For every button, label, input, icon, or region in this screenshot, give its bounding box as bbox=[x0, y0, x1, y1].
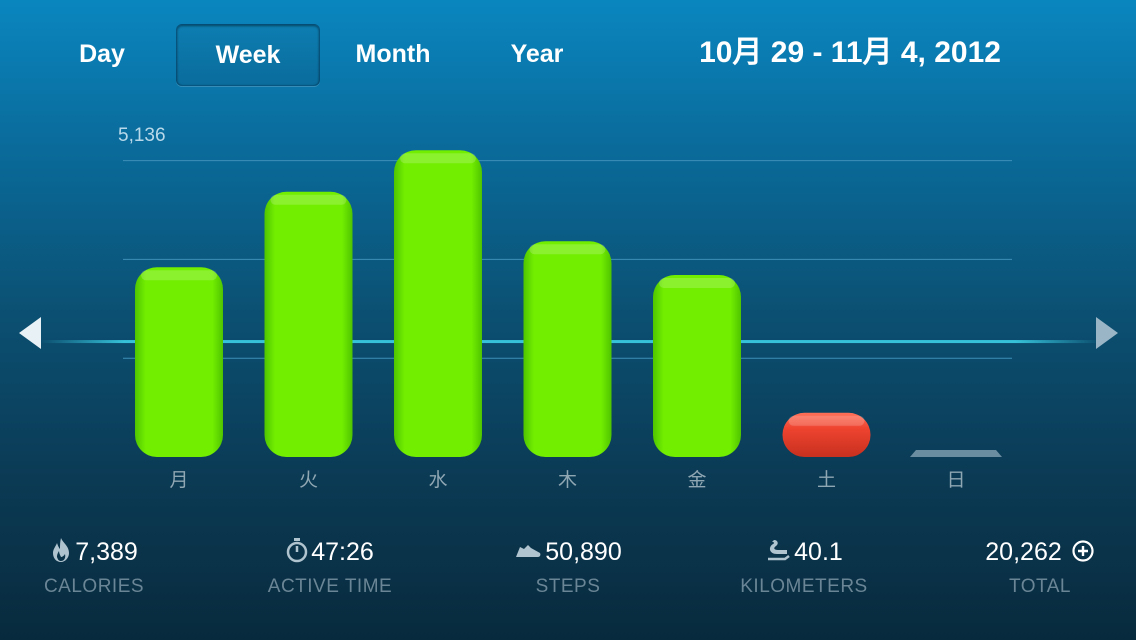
steps-label: STEPS bbox=[535, 576, 601, 597]
active-time-label: ACTIVE TIME bbox=[267, 576, 393, 597]
calories-value: 7,389 bbox=[75, 538, 138, 566]
bar-0[interactable] bbox=[135, 267, 223, 457]
bar-3[interactable] bbox=[523, 241, 612, 457]
bar-6[interactable] bbox=[910, 450, 1002, 457]
tab-day[interactable]: Day bbox=[79, 40, 125, 68]
previous-week-arrow-icon[interactable] bbox=[19, 317, 41, 349]
period-tabs: Day Week Month Year bbox=[30, 24, 630, 86]
total-value: 20,262 bbox=[985, 538, 1062, 566]
stat-steps: 50,890 STEPS bbox=[458, 534, 678, 598]
shoe-icon bbox=[516, 545, 541, 557]
weekly-steps-chart: 月 火 水 木 金 土 日 5,136 bbox=[40, 125, 1100, 491]
calories-label: CALORIES bbox=[43, 576, 145, 597]
bar-highlight-2 bbox=[400, 153, 476, 164]
active-time-value: 47:26 bbox=[311, 538, 374, 566]
bar-highlight-3 bbox=[529, 244, 606, 255]
stopwatch-icon bbox=[286, 538, 308, 563]
bar-highlight-4 bbox=[659, 278, 735, 288]
day-label-4: 金 bbox=[687, 469, 706, 491]
steps-value: 50,890 bbox=[545, 538, 622, 566]
bar-1[interactable] bbox=[264, 191, 353, 458]
day-label-1: 火 bbox=[299, 469, 318, 491]
tab-month[interactable]: Month bbox=[355, 40, 431, 68]
bar-4[interactable] bbox=[653, 275, 741, 457]
stat-kilometers: 40.1 KILOMETERS bbox=[694, 534, 914, 598]
bar-highlight-5 bbox=[788, 415, 865, 426]
stat-calories: 7,389 CALORIES bbox=[0, 534, 204, 598]
stat-total: 20,262 TOTAL bbox=[930, 534, 1136, 598]
date-range: 10月 29 - 11月 4, 2012 bbox=[699, 36, 1001, 69]
day-label-3: 木 bbox=[558, 469, 577, 491]
flame-icon bbox=[53, 538, 70, 562]
stat-active-time: 47:26 ACTIVE TIME bbox=[220, 534, 440, 598]
next-week-arrow-icon[interactable] bbox=[1096, 317, 1118, 349]
total-label: TOTAL bbox=[1009, 576, 1071, 597]
bar-highlight-1 bbox=[270, 194, 347, 205]
bar-2[interactable] bbox=[394, 150, 482, 457]
day-label-5: 土 bbox=[817, 469, 836, 491]
distance-icon bbox=[768, 540, 790, 561]
bar-5[interactable] bbox=[782, 412, 871, 457]
day-label-0: 月 bbox=[169, 469, 188, 491]
tab-week[interactable]: Week bbox=[176, 24, 320, 86]
max-value-label: 5,136 bbox=[118, 125, 166, 146]
day-label-6: 日 bbox=[946, 469, 965, 491]
bar-highlight-0 bbox=[141, 270, 217, 281]
kilometers-label: KILOMETERS bbox=[740, 576, 868, 597]
plus-circle-icon[interactable] bbox=[1071, 539, 1095, 563]
day-label-2: 水 bbox=[428, 469, 447, 491]
kilometers-value: 40.1 bbox=[794, 538, 843, 566]
tab-year[interactable]: Year bbox=[510, 40, 564, 68]
